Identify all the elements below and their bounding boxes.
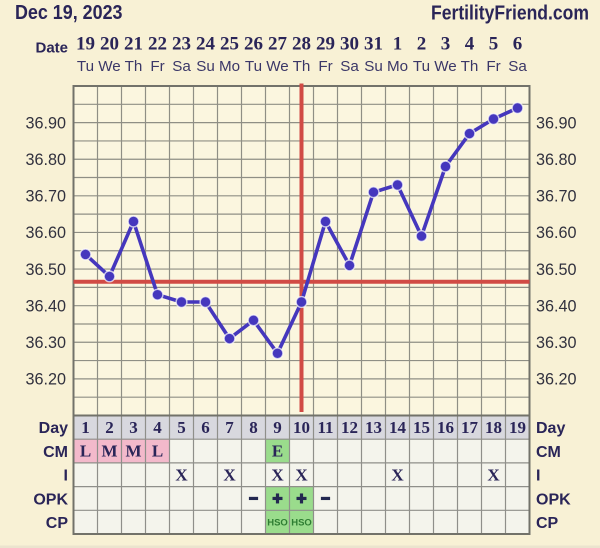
svg-text:Tu: Tu xyxy=(77,58,94,75)
svg-text:28: 28 xyxy=(292,34,311,55)
svg-text:Tu: Tu xyxy=(413,58,430,75)
svg-text:36.90: 36.90 xyxy=(536,114,577,132)
svg-text:29: 29 xyxy=(316,34,335,55)
svg-text:36.70: 36.70 xyxy=(536,188,577,206)
svg-text:OPK: OPK xyxy=(536,491,571,508)
svg-text:Tu: Tu xyxy=(245,58,262,75)
svg-text:36.50: 36.50 xyxy=(536,261,577,279)
svg-text:Date: Date xyxy=(35,40,68,57)
svg-text:I: I xyxy=(536,468,540,485)
svg-text:25: 25 xyxy=(220,34,239,55)
svg-text:9: 9 xyxy=(273,418,282,437)
svg-text:I: I xyxy=(64,468,68,485)
svg-text:We: We xyxy=(98,58,121,75)
svg-text:36.60: 36.60 xyxy=(536,224,577,242)
svg-text:Su: Su xyxy=(364,58,383,75)
svg-text:Dec 19, 2023: Dec 19, 2023 xyxy=(15,1,123,24)
svg-text:16: 16 xyxy=(437,418,454,437)
svg-text:6: 6 xyxy=(201,418,210,437)
svg-text:27: 27 xyxy=(268,34,288,55)
svg-text:M: M xyxy=(101,442,117,461)
svg-text:8: 8 xyxy=(249,418,258,437)
svg-text:36.40: 36.40 xyxy=(536,298,577,316)
svg-text:M: M xyxy=(125,442,141,461)
svg-text:Th: Th xyxy=(125,58,143,75)
svg-text:13: 13 xyxy=(365,418,382,437)
svg-text:36.80: 36.80 xyxy=(25,151,66,169)
svg-text:Mo: Mo xyxy=(219,58,240,75)
svg-text:23: 23 xyxy=(172,34,191,55)
svg-text:36.20: 36.20 xyxy=(536,371,577,389)
svg-text:30: 30 xyxy=(340,34,359,55)
svg-text:X: X xyxy=(487,465,500,484)
svg-text:18: 18 xyxy=(485,418,502,437)
svg-text:Sa: Sa xyxy=(508,58,527,75)
svg-text:36.60: 36.60 xyxy=(25,224,66,242)
svg-text:24: 24 xyxy=(196,34,216,55)
svg-text:CP: CP xyxy=(46,515,69,532)
svg-text:Fr: Fr xyxy=(318,58,332,75)
svg-text:36.90: 36.90 xyxy=(25,114,66,132)
svg-text:5: 5 xyxy=(177,418,186,437)
svg-text:19: 19 xyxy=(509,418,526,437)
svg-text:OPK: OPK xyxy=(33,491,68,508)
svg-text:7: 7 xyxy=(225,418,234,437)
svg-text:31: 31 xyxy=(364,34,383,55)
svg-text:Fr: Fr xyxy=(486,58,500,75)
svg-text:X: X xyxy=(271,465,284,484)
svg-text:X: X xyxy=(223,465,236,484)
svg-text:Sa: Sa xyxy=(340,58,359,75)
svg-text:HSO: HSO xyxy=(291,518,312,529)
svg-text:21: 21 xyxy=(124,34,143,55)
svg-text:17: 17 xyxy=(461,418,479,437)
svg-text:Day: Day xyxy=(39,420,68,437)
svg-text:1: 1 xyxy=(393,34,403,55)
svg-text:We: We xyxy=(266,58,289,75)
svg-text:36.70: 36.70 xyxy=(25,188,66,206)
svg-text:X: X xyxy=(391,465,404,484)
svg-text:Fr: Fr xyxy=(150,58,164,75)
svg-text:6: 6 xyxy=(513,34,523,55)
svg-text:19: 19 xyxy=(76,34,95,55)
svg-text:X: X xyxy=(175,465,188,484)
svg-text:15: 15 xyxy=(413,418,430,437)
svg-text:L: L xyxy=(80,442,91,461)
svg-text:FertilityFriend.com: FertilityFriend.com xyxy=(431,3,589,25)
svg-text:CM: CM xyxy=(536,444,561,461)
svg-text:10: 10 xyxy=(293,418,310,437)
svg-text:1: 1 xyxy=(81,418,90,437)
svg-text:11: 11 xyxy=(317,418,333,437)
svg-text:3: 3 xyxy=(129,418,138,437)
svg-text:36.50: 36.50 xyxy=(25,261,66,279)
svg-text:5: 5 xyxy=(489,34,499,55)
svg-text:4: 4 xyxy=(153,418,162,437)
svg-text:2: 2 xyxy=(417,34,427,55)
svg-text:We: We xyxy=(434,58,457,75)
svg-text:HSO: HSO xyxy=(267,518,288,529)
svg-text:E: E xyxy=(272,442,283,461)
svg-text:2: 2 xyxy=(105,418,114,437)
svg-text:12: 12 xyxy=(341,418,358,437)
svg-text:4: 4 xyxy=(465,34,475,55)
svg-text:26: 26 xyxy=(244,34,263,55)
svg-text:CP: CP xyxy=(536,515,559,532)
svg-text:36.80: 36.80 xyxy=(536,151,577,169)
svg-text:L: L xyxy=(152,442,163,461)
svg-text:X: X xyxy=(295,465,308,484)
svg-text:36.40: 36.40 xyxy=(25,298,66,316)
svg-text:36.30: 36.30 xyxy=(536,334,577,352)
svg-text:14: 14 xyxy=(389,418,407,437)
svg-text:Th: Th xyxy=(293,58,311,75)
svg-text:22: 22 xyxy=(148,34,167,55)
svg-text:Day: Day xyxy=(536,420,565,437)
svg-text:Th: Th xyxy=(461,58,479,75)
svg-text:36.20: 36.20 xyxy=(25,371,66,389)
svg-text:20: 20 xyxy=(100,34,119,55)
svg-text:36.30: 36.30 xyxy=(25,334,66,352)
svg-text:Su: Su xyxy=(196,58,215,75)
svg-text:CM: CM xyxy=(43,444,68,461)
svg-text:Sa: Sa xyxy=(172,58,191,75)
svg-text:3: 3 xyxy=(441,34,451,55)
svg-text:Mo: Mo xyxy=(387,58,408,75)
